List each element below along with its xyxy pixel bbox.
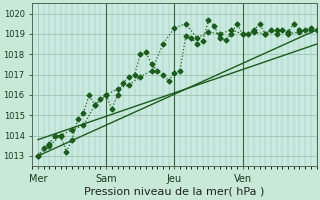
X-axis label: Pression niveau de la mer( hPa ): Pression niveau de la mer( hPa ) [84, 187, 265, 197]
